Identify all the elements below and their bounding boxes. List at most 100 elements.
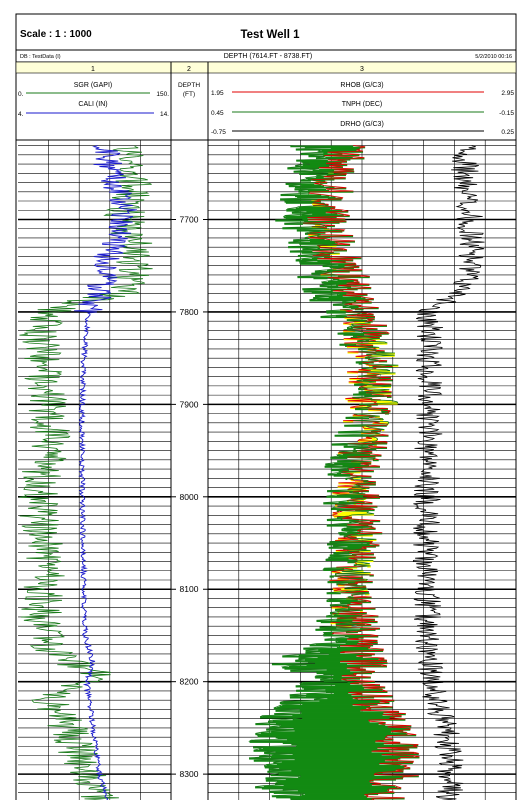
crossover-fill [371, 438, 378, 441]
crossover-fill [303, 290, 333, 293]
crossover-fill [369, 520, 381, 523]
crossover-fill [295, 259, 354, 262]
crossover-fill [353, 499, 364, 502]
crossover-fill [260, 716, 395, 719]
crossover-fill [302, 258, 318, 261]
crossover-fill [342, 465, 370, 467]
crossover-fill [331, 443, 348, 446]
crossover-fill [358, 362, 363, 365]
crossover-fill [275, 736, 387, 739]
crossover-fill [292, 714, 383, 717]
crossover-fill [358, 388, 368, 391]
crossover-fill [365, 357, 371, 360]
crossover-fill [298, 654, 372, 657]
crossover-fill [253, 760, 385, 762]
grid [18, 140, 516, 800]
sgr-scale-left: 0. [18, 91, 24, 98]
crossover-fill [370, 447, 388, 449]
depth-tick-label: 8300 [180, 769, 199, 779]
crossover-fill [306, 664, 382, 667]
crossover-fill [313, 277, 328, 280]
crossover-fill [317, 245, 337, 248]
crossover-fill [297, 790, 388, 792]
tnph-curve [248, 145, 399, 800]
depth-track-title: DEPTH [178, 82, 200, 89]
crossover-fill [259, 755, 414, 758]
crossover-fill [304, 220, 347, 223]
crossover-fill [378, 377, 391, 380]
crossover-fill [301, 794, 365, 797]
crossover-fill [326, 669, 366, 671]
crossover-fill [282, 788, 390, 791]
track-3-number: 3 [360, 66, 364, 73]
crossover-fill [264, 766, 405, 769]
crossover-fill [289, 696, 375, 699]
crossover-fill [301, 161, 348, 163]
crossover-fill [279, 767, 411, 770]
crossover-fill [292, 753, 419, 756]
crossover-fill [265, 777, 403, 780]
crossover-fill [279, 705, 371, 708]
crossover-fill [343, 548, 367, 550]
crossover-fill [326, 311, 346, 314]
crossover-fill [309, 238, 325, 241]
crossover-fill [327, 697, 353, 700]
crossover-fill [291, 770, 396, 772]
crossover-fill [334, 507, 336, 509]
crossover-fill [299, 709, 372, 711]
crossover-fill [268, 721, 370, 723]
depth-track-unit: (FT) [183, 91, 195, 98]
crossover-fill [366, 542, 371, 545]
crossover-fill [316, 671, 375, 674]
crossover-fill [357, 376, 359, 378]
crossover-fill [293, 239, 331, 242]
crossover-fill [302, 703, 378, 706]
crossover-fill [255, 786, 398, 789]
crossover-fill [319, 626, 337, 629]
crossover-fill [356, 624, 372, 627]
crossover-fill [312, 169, 334, 172]
crossover-fill [328, 172, 334, 174]
crossover-fill [286, 209, 343, 212]
crossover-fill [251, 740, 384, 742]
crossover-fill [378, 360, 388, 363]
tnph-scale-right: -0.15 [499, 110, 514, 117]
crossover-fill [311, 273, 326, 275]
crossover-fill [361, 313, 367, 315]
crossover-fill [362, 331, 387, 334]
depth-range-label: DEPTH (7614.FT - 8738.FT) [224, 53, 313, 60]
crossover-fill [298, 206, 336, 209]
crossover-fill [346, 327, 353, 330]
crossover-fill [336, 641, 359, 644]
crossover-fill [276, 763, 380, 766]
crossover-fill [367, 565, 371, 568]
crossover-fill [362, 382, 369, 385]
crossover-fill [356, 406, 372, 408]
crossover-fill [263, 785, 395, 788]
crossover-fill [271, 795, 368, 798]
database-label: DB : TestData (I) [20, 54, 61, 60]
rhob-scale-right: 2.95 [501, 90, 514, 97]
crossover-fill [293, 727, 410, 730]
crossover-fill [371, 441, 386, 444]
crossover-fill [326, 600, 367, 603]
crossover-fill [364, 428, 378, 431]
crossover-fill [351, 587, 367, 589]
crossover-fill [300, 775, 419, 778]
crossover-fill [326, 310, 353, 313]
crossover-fill [275, 751, 372, 753]
crossover-fill [301, 712, 384, 715]
crossover-fill [271, 663, 347, 666]
crossover-fill [277, 782, 371, 784]
crossover-fill [302, 682, 359, 685]
crossover-fill [315, 295, 343, 298]
crossover-fill [348, 303, 353, 305]
crossover-fill [332, 268, 337, 271]
crossover-fill [335, 684, 380, 687]
depth-tick-label: 7900 [180, 399, 199, 409]
crossover-fill [284, 223, 303, 225]
crossover-fill [323, 632, 334, 635]
crossover-fill [295, 745, 414, 748]
crossover-fill [265, 780, 374, 782]
crossover-fill [295, 195, 330, 198]
